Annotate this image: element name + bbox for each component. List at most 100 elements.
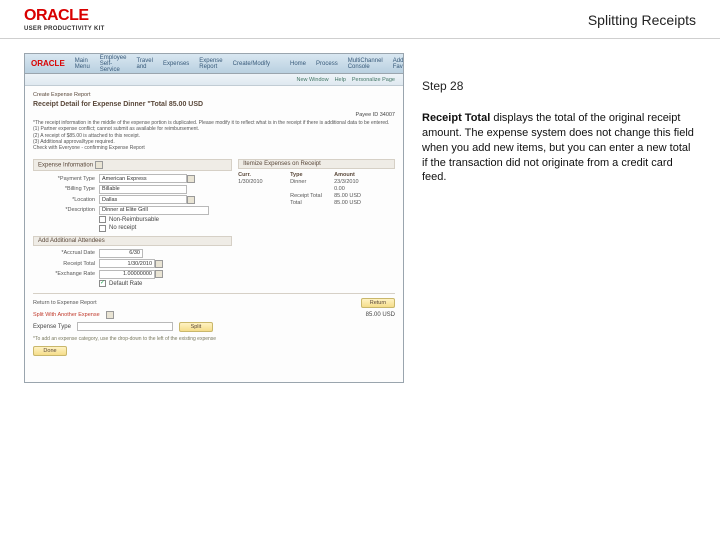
location-input[interactable]: Dallas — [99, 195, 187, 204]
label: *Accrual Date — [33, 250, 99, 256]
section-expense-info: Expense Information — [33, 159, 232, 171]
description-input[interactable]: Dinner at Elite Grill — [99, 206, 209, 215]
label: *Billing Type — [33, 186, 99, 192]
receipt-title: Receipt Detail for Expense Dinner "Total… — [33, 101, 395, 108]
right-pane: Itemize Expenses on Receipt Curr. Type A… — [238, 155, 395, 289]
field-location: *Location Dallas — [33, 195, 232, 204]
split-header-row: Split With Another Expense 85.00 USD — [33, 311, 395, 319]
content-row: ORACLE Main Menu Employee Self-Service T… — [0, 39, 720, 383]
billing-type-select[interactable]: Billable — [99, 185, 187, 194]
cell — [238, 193, 286, 199]
cell: 85.00 USD — [334, 193, 378, 199]
step-label: Step 28 — [422, 79, 696, 93]
accrual-date-input[interactable]: 6/30 — [99, 249, 143, 258]
cell: 85.00 USD — [334, 200, 378, 206]
instruction-bold: Receipt Total — [422, 112, 490, 124]
cell: Receipt Total — [290, 193, 330, 199]
section-label: Expense Information — [38, 163, 93, 169]
return-label: Return to Expense Report — [33, 300, 97, 306]
label: *Exchange Rate — [33, 271, 99, 277]
nav-item[interactable]: Travel and — [136, 58, 152, 70]
receipt-total-input[interactable]: 1/30/2010 — [99, 259, 155, 268]
field-no-receipt: No receipt — [33, 225, 232, 232]
lookup-icon[interactable] — [187, 175, 195, 183]
itemize-grid: Curr. Type Amount 1/30/2010 Dinner 23/3/… — [238, 172, 395, 206]
field-payment-type: *Payment Type American Express — [33, 174, 232, 183]
divider — [33, 293, 395, 294]
brand-subtitle: USER PRODUCTIVITY KIT — [24, 26, 105, 32]
field-accrual-date: *Accrual Date 6/30 — [33, 249, 232, 258]
two-pane: Expense Information *Payment Type Americ… — [33, 155, 395, 289]
split-button[interactable]: Split — [179, 322, 213, 332]
subbar-link[interactable]: New Window — [296, 77, 328, 83]
return-button[interactable]: Return — [361, 298, 395, 308]
field-non-reimbursable: Non-Reimbursable — [33, 216, 232, 223]
nav-item[interactable]: Expense Report — [199, 58, 222, 70]
page-title: Splitting Receipts — [588, 12, 696, 28]
nav-item[interactable]: Expenses — [163, 61, 189, 67]
col-header: Curr. — [238, 172, 286, 178]
payment-type-select[interactable]: American Express — [99, 174, 187, 183]
split-controls-row: Expense Type Split — [33, 322, 395, 332]
subbar-link[interactable]: Help — [335, 77, 346, 83]
no-receipt-checkbox[interactable] — [99, 225, 106, 232]
col-header: Amount — [334, 172, 378, 178]
nav-link[interactable]: Process — [316, 61, 338, 67]
brand-logo: ORACLE — [24, 8, 105, 24]
exchange-rate-input[interactable]: 1.00000000 — [99, 270, 155, 279]
brand-block: ORACLE USER PRODUCTIVITY KIT — [24, 8, 105, 32]
cell: Dinner — [290, 179, 330, 185]
cell: 1/30/2010 — [238, 179, 286, 185]
app-logo: ORACLE — [31, 59, 65, 68]
done-button[interactable]: Done — [33, 346, 67, 356]
col-header: Type — [290, 172, 330, 178]
page-header: ORACLE USER PRODUCTIVITY KIT Splitting R… — [0, 0, 720, 39]
non-reimbursable-checkbox[interactable] — [99, 216, 106, 223]
field-default-rate: Default Rate — [33, 280, 232, 287]
label: *Description — [33, 207, 99, 213]
field-description: *Description Dinner at Elite Grill — [33, 206, 232, 215]
cell: 0.00 — [334, 186, 378, 192]
expense-type-select[interactable] — [77, 322, 173, 331]
breadcrumb: Create Expense Report — [33, 92, 395, 98]
intro-text: *The receipt information in the middle o… — [33, 120, 395, 151]
label: *Payment Type — [33, 176, 99, 182]
app-body: Create Expense Report Receipt Detail for… — [25, 86, 403, 362]
calendar-icon[interactable] — [155, 260, 163, 268]
expand-icon[interactable] — [106, 311, 114, 319]
cell — [238, 200, 286, 206]
instruction-text: Receipt Total displays the total of the … — [422, 111, 696, 185]
info-icon[interactable] — [95, 161, 103, 169]
expense-type-label: Expense Type — [33, 324, 71, 330]
lookup-icon[interactable] — [187, 196, 195, 204]
section-add-attendees[interactable]: Add Additional Attendees — [33, 236, 232, 246]
app-subbar: New Window Help Personalize Page — [25, 74, 403, 86]
left-pane: Expense Information *Payment Type Americ… — [33, 155, 232, 289]
intro-line: Check with Everyone - confirming Expense… — [33, 145, 395, 151]
app-frame: ORACLE Main Menu Employee Self-Service T… — [24, 53, 404, 383]
label: *Location — [33, 197, 99, 203]
nav-link[interactable]: MultiChannel Console — [348, 58, 383, 70]
nav-item[interactable]: Employee Self-Service — [100, 55, 127, 73]
checkbox-label: No receipt — [109, 225, 136, 231]
split-amount: 85.00 USD — [366, 312, 395, 318]
checkbox-label: Default Rate — [109, 281, 142, 287]
label: Receipt Total — [33, 261, 99, 267]
checkbox-label: Non-Reimbursable — [109, 217, 159, 223]
screenshot-column: ORACLE Main Menu Employee Self-Service T… — [24, 53, 404, 383]
instruction-column: Step 28 Receipt Total displays the total… — [422, 53, 696, 383]
field-exchange-rate: *Exchange Rate 1.00000000 — [33, 270, 232, 279]
default-rate-checkbox[interactable] — [99, 280, 106, 287]
subbar-link[interactable]: Personalize Page — [352, 77, 395, 83]
nav-link[interactable]: Add to Favorites — [393, 58, 404, 70]
app-topbar: ORACLE Main Menu Employee Self-Service T… — [25, 54, 403, 74]
cell: 23/3/2010 — [334, 179, 378, 185]
rate-icon[interactable] — [155, 270, 163, 278]
nav-item[interactable]: Create/Modify — [233, 61, 270, 67]
nav-item[interactable]: Main Menu — [75, 58, 90, 70]
footer-hint: *To add an expense category, use the dro… — [33, 336, 395, 342]
section-itemize: Itemize Expenses on Receipt — [238, 159, 395, 169]
payee-id: Payee ID 34007 — [33, 112, 395, 118]
field-receipt-total: Receipt Total 1/30/2010 — [33, 259, 232, 268]
nav-link[interactable]: Home — [290, 61, 306, 67]
